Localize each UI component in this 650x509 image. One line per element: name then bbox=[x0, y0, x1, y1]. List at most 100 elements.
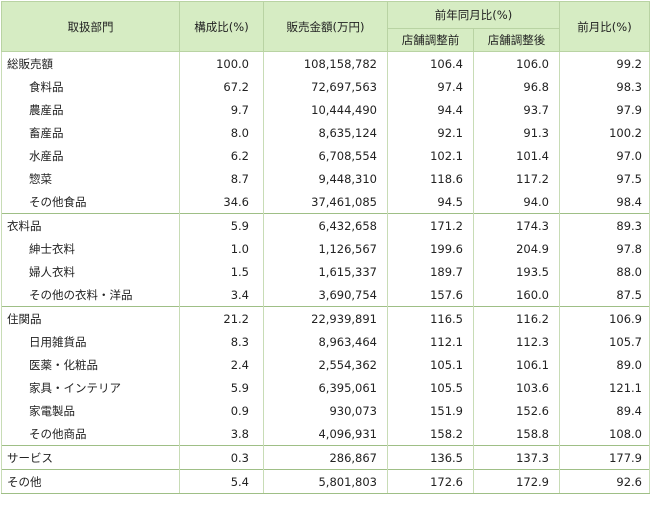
cell-sales: 10,444,490 bbox=[263, 98, 388, 121]
cell-category: その他食品 bbox=[1, 190, 180, 214]
cell-category: 住関品 bbox=[1, 306, 180, 330]
table-row: 衣料品 5.9 6,432,658 171.2 174.3 89.3 bbox=[1, 213, 650, 237]
cell-yoy-before: 199.6 bbox=[387, 237, 474, 260]
cell-mom: 97.9 bbox=[559, 98, 650, 121]
cell-sales: 108,158,782 bbox=[263, 51, 388, 75]
cell-category: その他の衣料・洋品 bbox=[1, 283, 180, 307]
header-composition: 構成比(%) bbox=[179, 1, 264, 52]
cell-yoy-after: 94.0 bbox=[473, 190, 560, 214]
cell-yoy-after: 193.5 bbox=[473, 260, 560, 283]
cell-sales: 1,615,337 bbox=[263, 260, 388, 283]
cell-composition: 21.2 bbox=[179, 306, 264, 330]
cell-sales: 4,096,931 bbox=[263, 422, 388, 446]
table-row: サービス 0.3 286,867 136.5 137.3 177.9 bbox=[1, 445, 650, 470]
cell-sales: 3,690,754 bbox=[263, 283, 388, 307]
header-yoy: 前年同月比(%) bbox=[387, 1, 560, 29]
cell-yoy-after: 160.0 bbox=[473, 283, 560, 307]
cell-yoy-after: 96.8 bbox=[473, 75, 560, 98]
table-row: 婦人衣料 1.5 1,615,337 189.7 193.5 88.0 bbox=[1, 260, 650, 283]
cell-sales: 8,635,124 bbox=[263, 121, 388, 144]
cell-category: 家電製品 bbox=[1, 399, 180, 422]
table-row: 家具・インテリア 5.9 6,395,061 105.5 103.6 121.1 bbox=[1, 376, 650, 399]
cell-category: その他 bbox=[1, 469, 180, 494]
sales-by-department-table: 取扱部門 構成比(%) 販売金額(万円) 前年同月比(%) 前月比(%) 店舗調… bbox=[1, 1, 650, 494]
cell-mom: 105.7 bbox=[559, 330, 650, 353]
table-row: 惣菜 8.7 9,448,310 118.6 117.2 97.5 bbox=[1, 167, 650, 190]
table-row: 日用雑貨品 8.3 8,963,464 112.1 112.3 105.7 bbox=[1, 330, 650, 353]
cell-sales: 37,461,085 bbox=[263, 190, 388, 214]
cell-sales: 5,801,803 bbox=[263, 469, 388, 494]
cell-yoy-before: 151.9 bbox=[387, 399, 474, 422]
cell-composition: 0.3 bbox=[179, 445, 264, 470]
cell-category: 衣料品 bbox=[1, 213, 180, 237]
table-row: 水産品 6.2 6,708,554 102.1 101.4 97.0 bbox=[1, 144, 650, 167]
cell-composition: 0.9 bbox=[179, 399, 264, 422]
cell-sales: 6,708,554 bbox=[263, 144, 388, 167]
cell-yoy-after: 204.9 bbox=[473, 237, 560, 260]
header-yoy-after: 店舗調整後 bbox=[473, 28, 560, 52]
cell-sales: 1,126,567 bbox=[263, 237, 388, 260]
cell-category: 食料品 bbox=[1, 75, 180, 98]
cell-sales: 6,395,061 bbox=[263, 376, 388, 399]
cell-mom: 87.5 bbox=[559, 283, 650, 307]
cell-yoy-before: 136.5 bbox=[387, 445, 474, 470]
cell-sales: 286,867 bbox=[263, 445, 388, 470]
cell-yoy-before: 157.6 bbox=[387, 283, 474, 307]
cell-yoy-before: 102.1 bbox=[387, 144, 474, 167]
cell-category: 農産品 bbox=[1, 98, 180, 121]
cell-yoy-before: 105.5 bbox=[387, 376, 474, 399]
cell-mom: 97.0 bbox=[559, 144, 650, 167]
cell-mom: 89.3 bbox=[559, 213, 650, 237]
table-row: 畜産品 8.0 8,635,124 92.1 91.3 100.2 bbox=[1, 121, 650, 144]
table-row: その他食品 34.6 37,461,085 94.5 94.0 98.4 bbox=[1, 190, 650, 214]
cell-yoy-after: 93.7 bbox=[473, 98, 560, 121]
cell-yoy-after: 101.4 bbox=[473, 144, 560, 167]
cell-composition: 1.5 bbox=[179, 260, 264, 283]
cell-mom: 88.0 bbox=[559, 260, 650, 283]
cell-mom: 92.6 bbox=[559, 469, 650, 494]
cell-yoy-after: 112.3 bbox=[473, 330, 560, 353]
cell-mom: 89.4 bbox=[559, 399, 650, 422]
cell-mom: 98.3 bbox=[559, 75, 650, 98]
cell-sales: 9,448,310 bbox=[263, 167, 388, 190]
cell-composition: 2.4 bbox=[179, 353, 264, 376]
cell-yoy-before: 158.2 bbox=[387, 422, 474, 446]
cell-sales: 930,073 bbox=[263, 399, 388, 422]
cell-yoy-after: 152.6 bbox=[473, 399, 560, 422]
cell-yoy-after: 158.8 bbox=[473, 422, 560, 446]
cell-yoy-before: 116.5 bbox=[387, 306, 474, 330]
cell-yoy-after: 174.3 bbox=[473, 213, 560, 237]
cell-yoy-before: 112.1 bbox=[387, 330, 474, 353]
table-row: 紳士衣料 1.0 1,126,567 199.6 204.9 97.8 bbox=[1, 237, 650, 260]
cell-composition: 8.3 bbox=[179, 330, 264, 353]
table-row: その他 5.4 5,801,803 172.6 172.9 92.6 bbox=[1, 469, 650, 494]
cell-category: 惣菜 bbox=[1, 167, 180, 190]
cell-composition: 8.0 bbox=[179, 121, 264, 144]
cell-yoy-before: 172.6 bbox=[387, 469, 474, 494]
cell-composition: 67.2 bbox=[179, 75, 264, 98]
cell-composition: 6.2 bbox=[179, 144, 264, 167]
cell-sales: 8,963,464 bbox=[263, 330, 388, 353]
table-row: 農産品 9.7 10,444,490 94.4 93.7 97.9 bbox=[1, 98, 650, 121]
cell-composition: 1.0 bbox=[179, 237, 264, 260]
cell-yoy-after: 106.0 bbox=[473, 51, 560, 75]
cell-yoy-before: 171.2 bbox=[387, 213, 474, 237]
cell-category: 家具・インテリア bbox=[1, 376, 180, 399]
header-mom: 前月比(%) bbox=[559, 1, 650, 52]
table-row: 家電製品 0.9 930,073 151.9 152.6 89.4 bbox=[1, 399, 650, 422]
cell-sales: 72,697,563 bbox=[263, 75, 388, 98]
cell-sales: 22,939,891 bbox=[263, 306, 388, 330]
cell-yoy-before: 118.6 bbox=[387, 167, 474, 190]
cell-category: 日用雑貨品 bbox=[1, 330, 180, 353]
header-category: 取扱部門 bbox=[1, 1, 180, 52]
cell-yoy-after: 91.3 bbox=[473, 121, 560, 144]
table-row: 総販売額 100.0 108,158,782 106.4 106.0 99.2 bbox=[1, 51, 650, 75]
table-body: 総販売額 100.0 108,158,782 106.4 106.0 99.2 食料品 67.… bbox=[1, 51, 650, 494]
cell-category: サービス bbox=[1, 445, 180, 470]
cell-yoy-before: 94.5 bbox=[387, 190, 474, 214]
cell-mom: 89.0 bbox=[559, 353, 650, 376]
table-header: 取扱部門 構成比(%) 販売金額(万円) 前年同月比(%) 前月比(%) 店舗調… bbox=[1, 1, 650, 52]
table-row: その他商品 3.8 4,096,931 158.2 158.8 108.0 bbox=[1, 422, 650, 446]
cell-composition: 9.7 bbox=[179, 98, 264, 121]
